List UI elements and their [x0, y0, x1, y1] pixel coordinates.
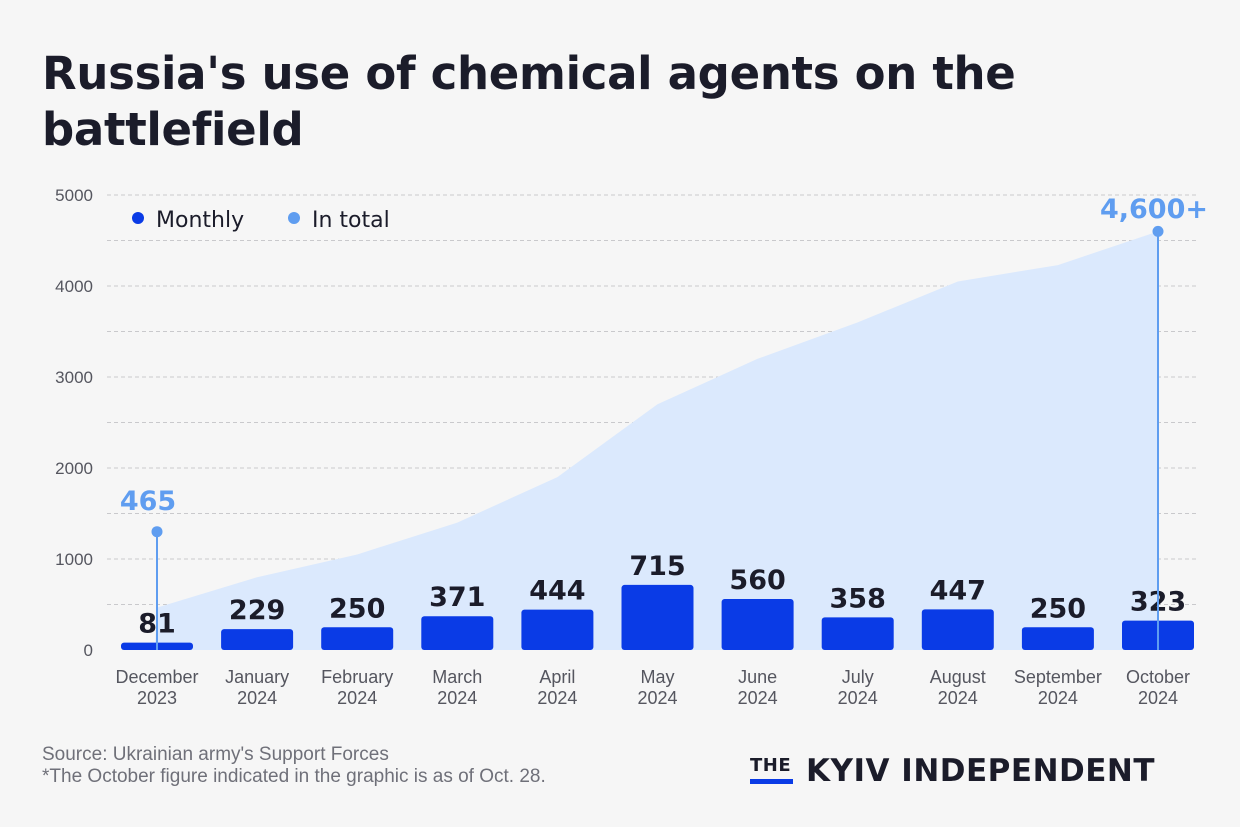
legend-swatch-total [288, 212, 300, 224]
bar-value-label: 444 [529, 576, 585, 607]
x-tick-label-month: April [539, 667, 575, 687]
y-tick-label: 0 [84, 641, 93, 660]
y-tick-label: 3000 [55, 368, 93, 387]
x-tick-label-month: June [738, 667, 777, 687]
x-tick-label-month: May [640, 667, 674, 687]
x-tick-label-year: 2024 [1138, 688, 1178, 708]
source-text: Source: Ukrainian army's Support Forces [42, 744, 389, 765]
monthly-bars [121, 584, 1194, 650]
x-tick-label-month: December [115, 667, 198, 687]
legend-label-monthly: Monthly [156, 208, 244, 233]
legend: Monthly In total [132, 208, 390, 233]
x-tick-label-year: 2023 [137, 688, 177, 708]
bar-value-label: 250 [1030, 593, 1086, 624]
x-tick-label-year: 2024 [337, 688, 377, 708]
bar-value-label: 371 [429, 582, 485, 613]
chart-title: Russia's use of chemical agents on the b… [42, 47, 1016, 156]
legend-swatch-monthly [132, 212, 144, 224]
x-tick-label-month: July [842, 667, 874, 687]
bar-value-label: 229 [229, 595, 285, 626]
x-axis: December2023January2024February2024March… [115, 667, 1190, 708]
bar-value-label: 447 [930, 575, 986, 606]
total-area-layer [155, 231, 1158, 650]
footer: Source: Ukrainian army's Support Forces … [42, 744, 546, 788]
y-axis: 0 1000 2000 3000 4000 5000 [55, 186, 93, 660]
x-tick-label-year: 2024 [537, 688, 577, 708]
monthly-bar [621, 584, 694, 650]
total-annotations: 465 4,600+ [120, 194, 1208, 650]
annotation-label: 4,600+ [1100, 194, 1208, 225]
kyiv-independent-logo: THE KYIV INDEPENDENT [750, 754, 1200, 794]
total-area [155, 231, 1158, 650]
monthly-bar [1021, 627, 1094, 650]
monthly-bar [821, 617, 894, 650]
x-tick-label-year: 2024 [437, 688, 477, 708]
logo-underline [750, 779, 793, 784]
monthly-bar [421, 616, 494, 650]
bar-value-label: 560 [729, 565, 785, 596]
y-tick-label: 2000 [55, 459, 93, 478]
x-tick-label-year: 2024 [938, 688, 978, 708]
logo-the: THE [750, 755, 792, 776]
footnote-text: *The October figure indicated in the gra… [42, 766, 546, 787]
x-tick-label-year: 2024 [738, 688, 778, 708]
x-tick-label-month: January [225, 667, 289, 687]
y-tick-label: 1000 [55, 550, 93, 569]
bar-value-label: 715 [629, 551, 685, 582]
x-tick-label-year: 2024 [237, 688, 277, 708]
logo-name: KYIV INDEPENDENT [806, 753, 1156, 789]
x-tick-label-year: 2024 [1038, 688, 1078, 708]
x-tick-label-month: February [321, 667, 393, 687]
x-tick-label-month: October [1126, 667, 1190, 687]
x-tick-label-year: 2024 [637, 688, 677, 708]
y-tick-label: 4000 [55, 277, 93, 296]
x-tick-label-month: September [1014, 667, 1102, 687]
monthly-bar [921, 609, 994, 650]
legend-label-total: In total [312, 208, 390, 233]
y-tick-label: 5000 [55, 186, 93, 205]
monthly-bar [221, 629, 294, 650]
monthly-bar [721, 599, 794, 650]
bar-value-label: 250 [329, 593, 385, 624]
annotation-dot [151, 526, 163, 538]
x-tick-label-month: August [930, 667, 986, 687]
bar-value-label: 358 [830, 583, 886, 614]
monthly-bar [521, 609, 594, 650]
x-tick-label-month: March [432, 667, 482, 687]
annotation-dot [1152, 225, 1164, 237]
x-tick-label-year: 2024 [838, 688, 878, 708]
annotation-label: 465 [120, 486, 176, 517]
monthly-bar [321, 627, 394, 650]
